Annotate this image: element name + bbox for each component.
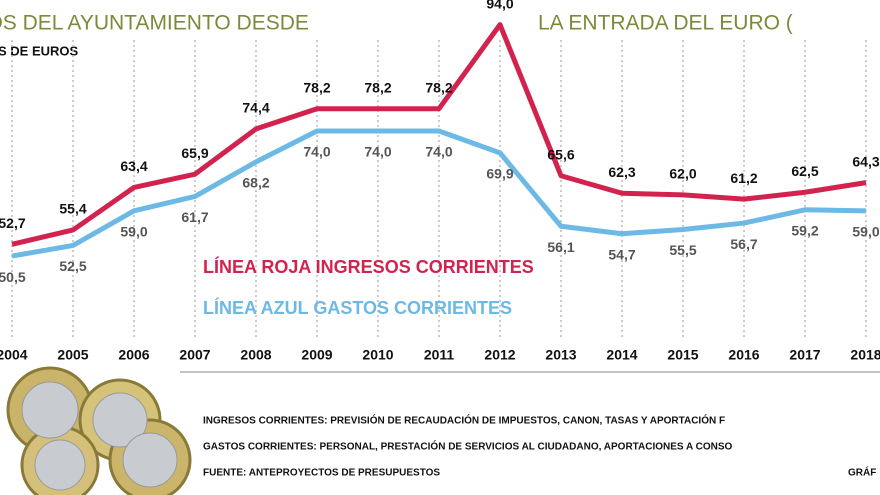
- x-tick-label: 2018: [850, 347, 880, 363]
- x-tick-label: 2015: [667, 347, 698, 363]
- x-tick-label: 2013: [545, 347, 576, 363]
- x-tick-label: 2006: [118, 347, 149, 363]
- chart-title: STOS DEL AYUNTAMIENTO DESDE: [0, 12, 309, 35]
- chart-subtitle: S DE EUROS: [0, 43, 79, 58]
- value-label: 52,5: [59, 258, 86, 274]
- legend-label: LÍNEA ROJA INGRESOS CORRIENTES: [203, 256, 534, 277]
- source: FUENTE: ANTEPROYECTOS DE PRESUPUESTOS: [203, 468, 440, 479]
- value-label: 74,0: [425, 144, 452, 160]
- x-tick-label: 2004: [0, 347, 28, 363]
- chart-title: LA ENTRADA DEL EURO (: [538, 12, 793, 35]
- value-label: 78,2: [364, 79, 391, 95]
- value-label: 50,5: [0, 269, 26, 285]
- series-line: [11, 22, 867, 247]
- value-label: 64,3: [852, 153, 879, 169]
- credit: GRÁF: [848, 466, 876, 479]
- value-label: 74,0: [364, 144, 391, 160]
- x-tick-label: 2005: [57, 347, 88, 363]
- value-label: 59,0: [120, 224, 147, 240]
- note: INGRESOS CORRIENTES: PREVISIÓN DE RECAUD…: [203, 414, 725, 427]
- value-label: 68,2: [242, 175, 269, 191]
- x-tick-label: 2008: [240, 347, 271, 363]
- value-label: 61,2: [730, 170, 757, 186]
- x-tick-label: 2017: [789, 347, 820, 363]
- note: GASTOS CORRIENTES: PERSONAL, PRESTACIÓN …: [203, 440, 733, 453]
- x-tick-label: 2007: [179, 347, 210, 363]
- x-tick-label: 2016: [728, 347, 759, 363]
- value-label: 74,0: [303, 144, 330, 160]
- value-label: 65,9: [181, 145, 208, 161]
- value-label: 55,5: [669, 242, 696, 258]
- value-label: 65,6: [547, 146, 574, 162]
- value-label: 54,7: [608, 246, 635, 262]
- value-label: 56,7: [730, 236, 757, 252]
- value-label: 63,4: [120, 158, 147, 174]
- value-label: 55,4: [59, 201, 86, 217]
- x-tick-label: 2010: [362, 347, 393, 363]
- coins: [6, 366, 192, 495]
- value-label: 56,1: [547, 239, 574, 255]
- value-label: 62,5: [791, 163, 818, 179]
- x-tick-label: 2011: [424, 347, 455, 363]
- value-label: 62,3: [608, 164, 635, 180]
- value-label: 59,2: [791, 222, 818, 238]
- series-line: [11, 128, 867, 259]
- value-label: 78,2: [425, 79, 452, 95]
- value-label: 62,0: [669, 166, 696, 182]
- x-tick-label: 2009: [301, 347, 332, 363]
- value-label: 52,7: [0, 215, 26, 231]
- value-label: 69,9: [486, 166, 513, 182]
- legend-label: LÍNEA AZUL GASTOS CORRIENTES: [203, 297, 512, 318]
- value-label: 59,0: [852, 224, 879, 240]
- x-tick-label: 2014: [606, 347, 637, 363]
- value-label: 78,2: [303, 79, 330, 95]
- value-label: 61,7: [181, 209, 208, 225]
- value-label: 74,4: [242, 100, 269, 116]
- x-tick-label: 2012: [484, 347, 515, 363]
- value-label: 94,0: [486, 0, 513, 11]
